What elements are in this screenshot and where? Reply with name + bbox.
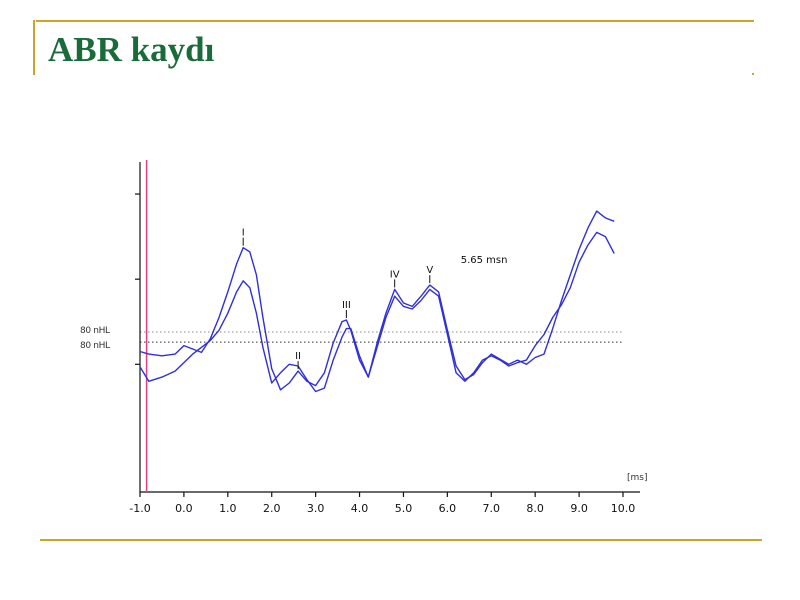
left-rule [33, 20, 35, 75]
x-tick-label: 7.0 [483, 502, 501, 515]
latency-label: 5.65 msn [461, 255, 508, 266]
x-tick-label: 8.0 [526, 502, 544, 515]
abr-chart-svg: 80 nHL 80 nHL -1.0 0.0 1.0 2.0 3.0 4.0 5.0 6.0 7.0… [80, 160, 647, 515]
corner-mark [752, 73, 754, 75]
peak-label: IV [390, 269, 400, 280]
x-tick-label: 10.0 [611, 502, 636, 515]
bottom-rule [40, 539, 762, 541]
reference-line-label: 80 nHL [80, 326, 110, 336]
x-tick-label: 4.0 [351, 502, 369, 515]
top-rule [36, 20, 754, 22]
abr-chart: 80 nHL 80 nHL -1.0 0.0 1.0 2.0 3.0 4.0 5.0 6.0 7.0… [80, 160, 650, 520]
peak-label: I [242, 228, 245, 239]
x-tick-label: 2.0 [263, 502, 281, 515]
x-tick-label: 3.0 [307, 502, 325, 515]
abr-waveform-1 [139, 210, 615, 391]
x-tick-label: 0.0 [175, 502, 193, 515]
peak-label: II [295, 351, 301, 362]
x-axis-unit: [ms] [627, 473, 647, 483]
peak-label: V [426, 265, 433, 276]
reference-line-label: 80 nHL [80, 341, 110, 351]
abr-waveform-2 [139, 231, 615, 393]
slide-title: ABR kaydı [48, 30, 215, 69]
x-tick-label: 1.0 [219, 502, 237, 515]
x-tick-label: 6.0 [439, 502, 457, 515]
x-tick-label: -1.0 [129, 502, 150, 515]
peak-label: III [342, 300, 351, 311]
x-tick-label: 9.0 [570, 502, 588, 515]
x-tick-label: 5.0 [395, 502, 413, 515]
